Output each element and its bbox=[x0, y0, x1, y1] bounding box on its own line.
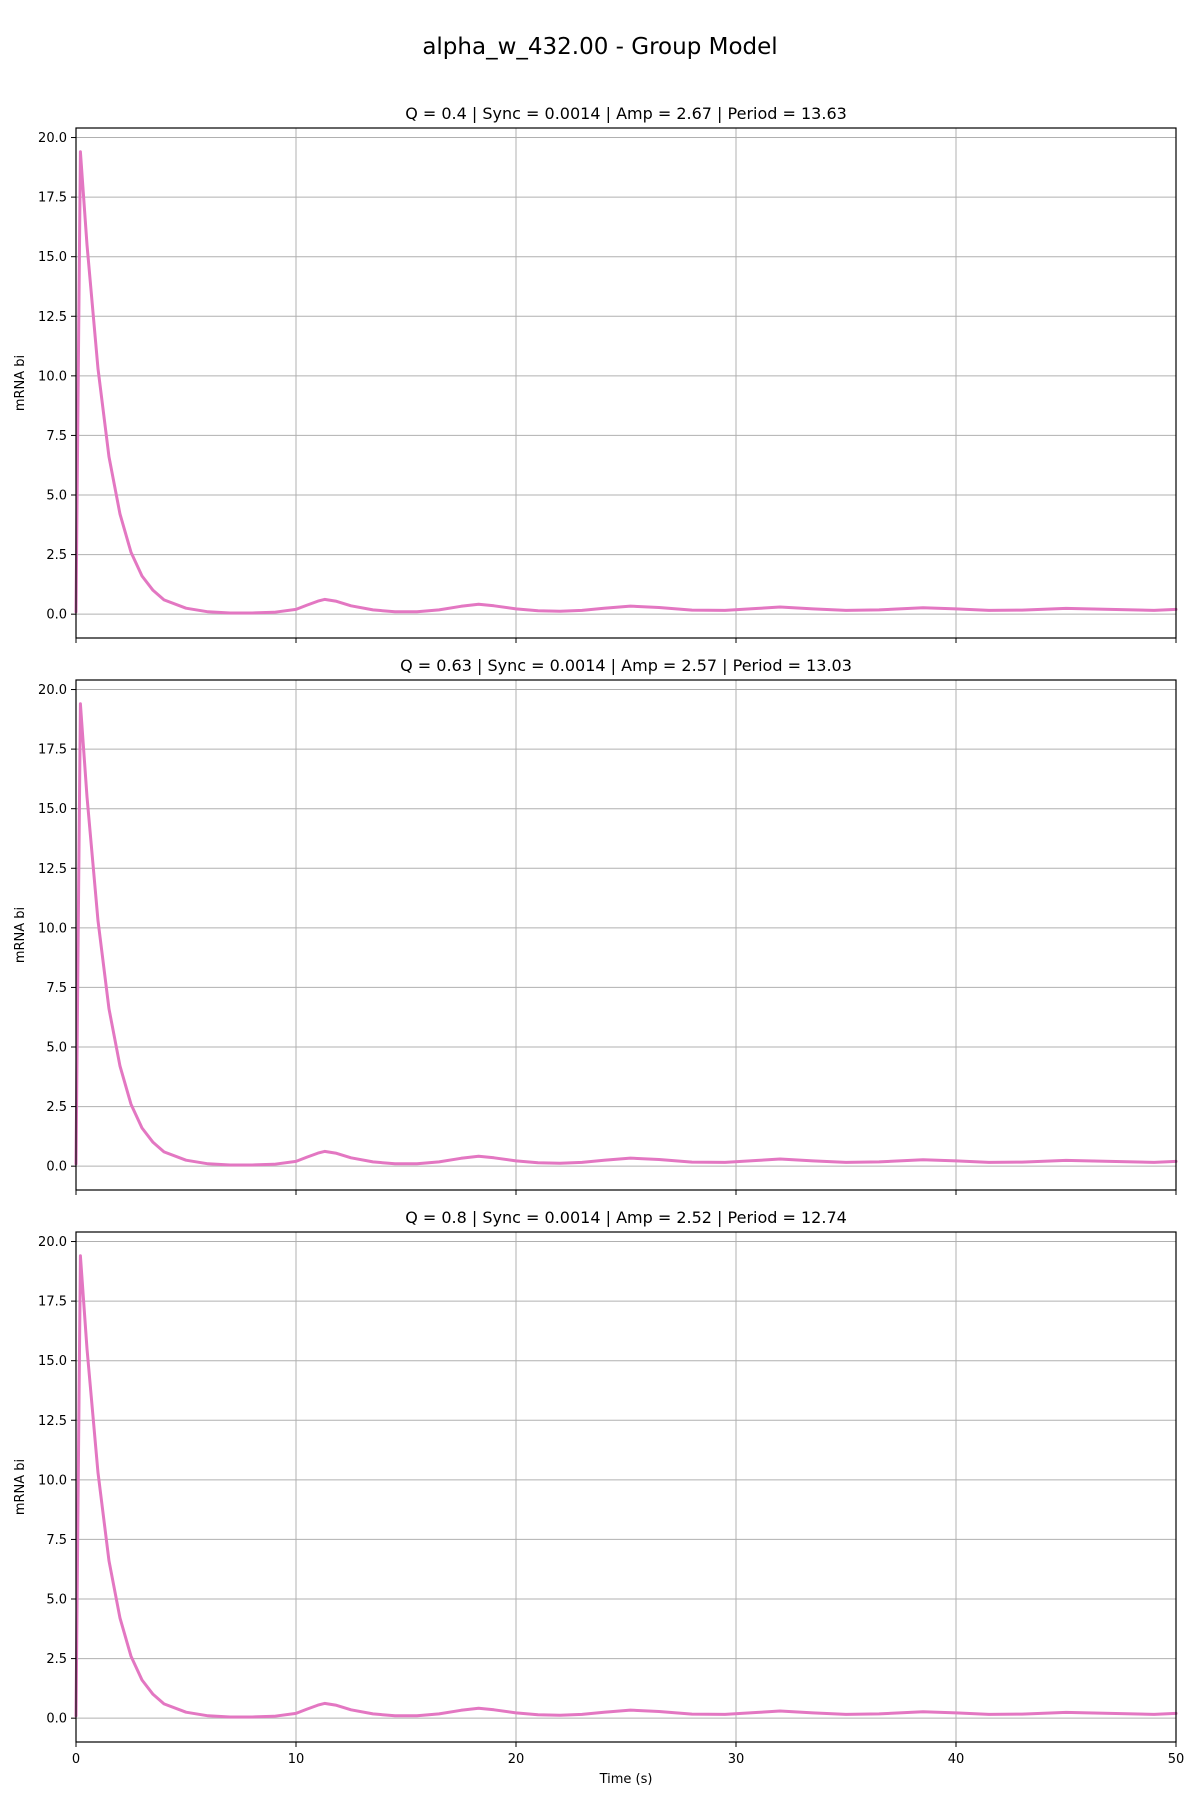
y-tick-label: 15.0 bbox=[38, 802, 67, 817]
x-axis-label: Time (s) bbox=[599, 1772, 653, 1787]
y-tick-label: 15.0 bbox=[38, 1354, 67, 1369]
subplot-title: Q = 0.63 | Sync = 0.0014 | Amp = 2.57 | … bbox=[400, 656, 852, 675]
series-line-mrna-bi bbox=[74, 702, 1178, 1167]
figure-title: alpha_w_432.00 - Group Model bbox=[422, 34, 777, 60]
y-tick-label: 17.5 bbox=[38, 1295, 67, 1310]
y-tick-label: 2.5 bbox=[46, 1652, 67, 1667]
x-tick-label: 10 bbox=[288, 1752, 305, 1767]
x-tick-label: 0 bbox=[72, 1752, 80, 1767]
y-tick-label: 5.0 bbox=[46, 1041, 67, 1056]
x-tick-label: 30 bbox=[728, 1752, 745, 1767]
y-axis-label: mRNA bi bbox=[13, 1459, 28, 1515]
subplot-title: Q = 0.4 | Sync = 0.0014 | Amp = 2.67 | P… bbox=[405, 104, 847, 123]
series-line-mrna-bi bbox=[74, 1254, 1178, 1719]
y-tick-label: 0.0 bbox=[46, 1712, 67, 1727]
y-tick-label: 10.0 bbox=[38, 921, 67, 936]
plot-frame bbox=[75, 679, 1177, 1191]
y-tick-label: 17.5 bbox=[38, 743, 67, 758]
y-tick-label: 12.5 bbox=[38, 310, 67, 325]
subplot-stack: 0.0 2.5 5.0 7.5 10.0 12.5 15.0 17.5 20.0 Q = 0.4 … bbox=[13, 104, 1184, 1787]
plot-frame bbox=[75, 1231, 1177, 1743]
y-tick-label: 15.0 bbox=[38, 250, 67, 265]
y-tick-label: 12.5 bbox=[38, 862, 67, 877]
y-tick-label: 20.0 bbox=[38, 1235, 67, 1250]
y-axis-label: mRNA bi bbox=[13, 355, 28, 411]
y-tick-label: 0.0 bbox=[46, 608, 67, 623]
subplot-1: 0.0 2.5 5.0 7.5 10.0 12.5 15.0 17.5 20.0 Q = 0.4 … bbox=[13, 104, 1178, 643]
x-tick-label: 20 bbox=[508, 1752, 525, 1767]
y-tick-label: 5.0 bbox=[46, 1593, 67, 1608]
y-tick-label: 17.5 bbox=[38, 191, 67, 206]
y-tick-label: 7.5 bbox=[46, 1533, 67, 1548]
y-tick-label: 7.5 bbox=[46, 429, 67, 444]
x-tick-label: 50 bbox=[1168, 1752, 1185, 1767]
y-axis-label: mRNA bi bbox=[13, 907, 28, 963]
subplot-2: 0.0 2.5 5.0 7.5 10.0 12.5 15.0 17.5 20.0 Q = 0.63… bbox=[13, 656, 1178, 1195]
y-tick-label: 2.5 bbox=[46, 1100, 67, 1115]
plot-frame bbox=[75, 127, 1177, 639]
y-tick-label: 10.0 bbox=[38, 1473, 67, 1488]
y-tick-label: 12.5 bbox=[38, 1414, 67, 1429]
y-tick-label: 2.5 bbox=[46, 548, 67, 563]
y-tick-label: 0.0 bbox=[46, 1160, 67, 1175]
y-tick-label: 7.5 bbox=[46, 981, 67, 996]
subplot-title: Q = 0.8 | Sync = 0.0014 | Amp = 2.52 | P… bbox=[405, 1208, 847, 1227]
y-tick-label: 20.0 bbox=[38, 131, 67, 146]
series-line-mrna-bi bbox=[74, 150, 1178, 615]
y-tick-label: 5.0 bbox=[46, 489, 67, 504]
subplot-3: 0.0 2.5 5.0 7.5 10.0 12.5 15.0 17.5 20.0 0 10 20 30 4… bbox=[13, 1208, 1184, 1787]
y-tick-label: 10.0 bbox=[38, 369, 67, 384]
x-tick-label: 40 bbox=[948, 1752, 965, 1767]
y-tick-label: 20.0 bbox=[38, 683, 67, 698]
